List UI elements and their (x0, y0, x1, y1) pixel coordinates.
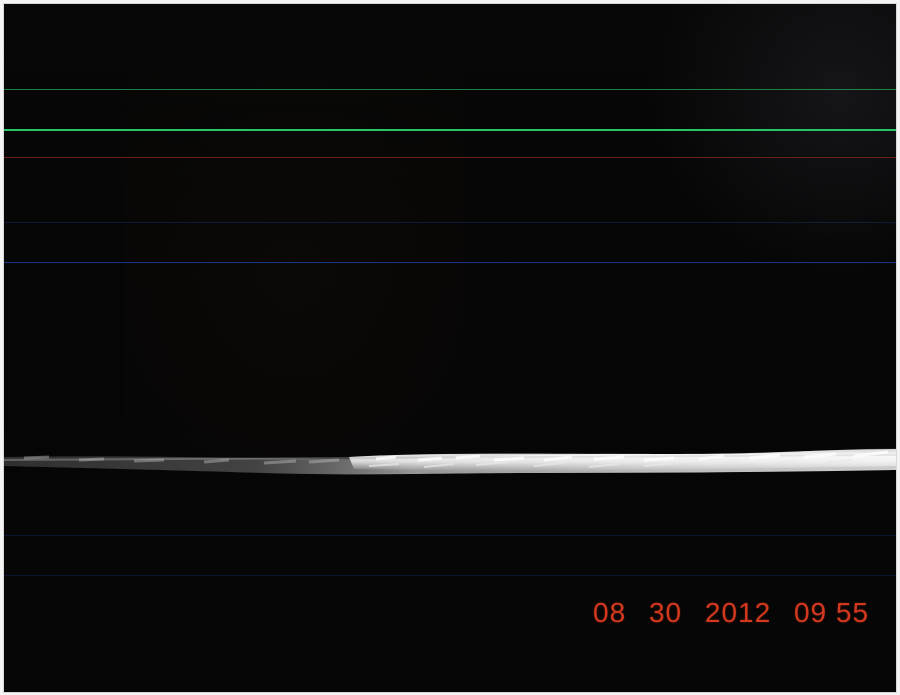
bright-light-band-shape (4, 448, 896, 475)
timestamp-day: 30 (648, 597, 683, 628)
green-scan-line-main (4, 129, 896, 131)
photo-timestamp: 08 30 2012 09 55 (593, 597, 869, 629)
ambient-glow-left (124, 4, 464, 692)
blue-scan-line-bottom-faint (4, 575, 896, 576)
timestamp-month: 08 (593, 597, 627, 628)
blue-scan-line-upper-faint (4, 222, 896, 223)
timestamp-time: 09 55 (793, 597, 870, 628)
green-scan-line-top (4, 89, 896, 90)
timestamp-year: 2012 (704, 597, 772, 628)
blue-scan-line-middle (4, 262, 896, 263)
photo-frame: 08 30 2012 09 55 (4, 4, 896, 692)
bright-light-band (4, 442, 896, 484)
ambient-glow-right (616, 4, 896, 304)
blue-scan-line-lower-faint (4, 535, 896, 536)
red-scan-line (4, 157, 896, 158)
